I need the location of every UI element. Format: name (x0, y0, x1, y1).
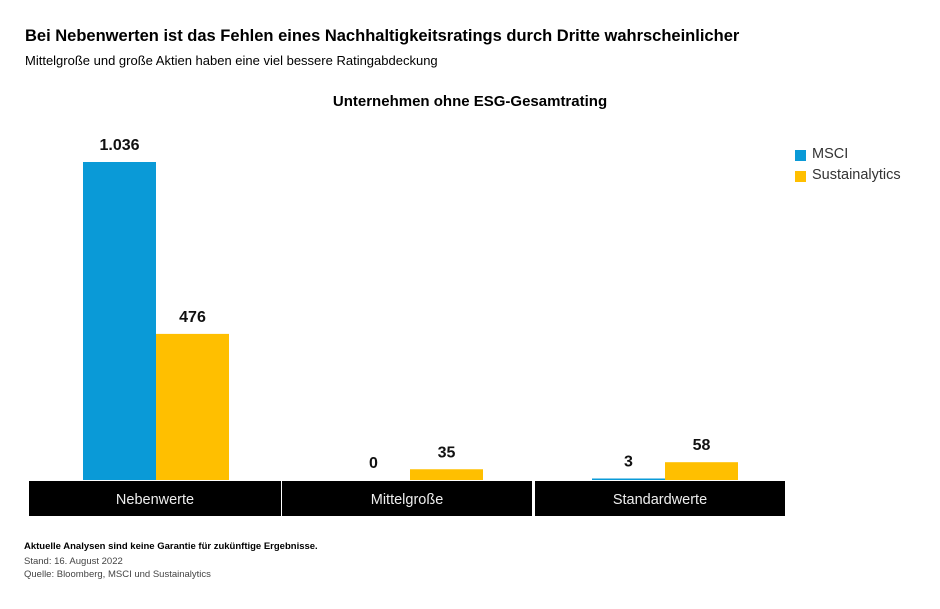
category-box (535, 481, 785, 516)
bar-sustainalytics-1 (410, 469, 483, 480)
source-note: Quelle: Bloomberg, MSCI und Sustainalyti… (24, 569, 211, 580)
category-box (29, 481, 281, 516)
data-label: 3 (624, 454, 633, 471)
legend-label-msci: MSCI (812, 146, 849, 162)
legend-swatch-sustainalytics (795, 171, 806, 182)
category-label: Mittelgroße (371, 492, 444, 508)
date-note: Stand: 16. August 2022 (24, 556, 123, 567)
legend-swatch-msci (795, 150, 806, 161)
category-label: Standardwerte (613, 492, 707, 508)
bar-sustainalytics-2 (665, 462, 738, 480)
category-label: Nebenwerte (116, 492, 194, 508)
bar-msci-0 (83, 162, 156, 480)
page-title: Bei Nebenwerten ist das Fehlen eines Nac… (25, 27, 740, 45)
page-subtitle: Mittelgroße und große Aktien haben eine … (25, 53, 438, 68)
chart-title: Unternehmen ohne ESG-Gesamtrating (332, 93, 608, 110)
data-label: 58 (693, 437, 711, 454)
bar-msci-2 (592, 478, 665, 480)
data-label: 0 (369, 455, 378, 472)
bar-sustainalytics-0 (156, 333, 229, 480)
disclaimer: Aktuelle Analysen sind keine Garantie fü… (24, 541, 318, 552)
category-box (282, 481, 532, 516)
data-label: 476 (179, 309, 206, 326)
data-label: 35 (438, 444, 456, 461)
data-label: 1.036 (99, 137, 139, 154)
legend-label-sustainalytics: Sustainalytics (812, 167, 901, 183)
